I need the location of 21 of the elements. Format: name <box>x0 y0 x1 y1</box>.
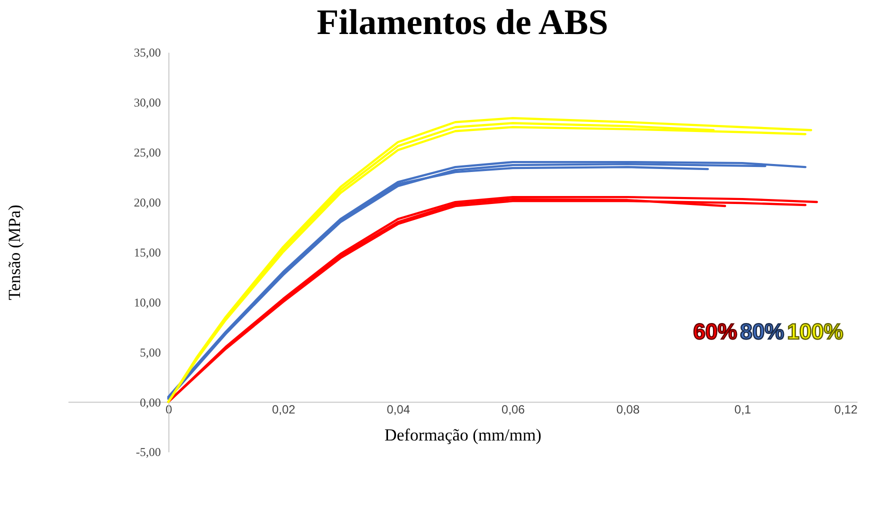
y-tick-label: 25,00 <box>134 146 161 160</box>
text: 80% <box>740 318 784 344</box>
y-tick-label: 30,00 <box>134 96 161 110</box>
y-tick-label: 10,00 <box>134 295 161 310</box>
y-tick-label: 15,00 <box>134 245 161 260</box>
y-tick-label: 20,00 <box>134 196 161 210</box>
x-tick-label: 0,02 <box>272 402 296 416</box>
x-tick-label: 0,1 <box>734 402 752 416</box>
x-tick-label: 0,06 <box>502 402 526 416</box>
x-axis-title: Deformação (mm/mm) <box>384 425 542 444</box>
x-tick-label: 0,08 <box>616 402 640 416</box>
x-tick-label: 0,04 <box>386 402 410 416</box>
y-tick-label: 5,00 <box>140 345 161 360</box>
y-tick-label: -5,00 <box>136 445 161 460</box>
y-tick-label: 35,00 <box>134 46 161 60</box>
text: 60% <box>693 318 738 344</box>
y-tick-label: 0,00 <box>140 395 161 410</box>
chart-title: Filamentos de ABS <box>316 2 608 42</box>
y-axis-title: Tensão (MPa) <box>5 204 24 300</box>
x-tick-label: 0,12 <box>834 402 858 416</box>
text: 100% <box>787 318 844 344</box>
